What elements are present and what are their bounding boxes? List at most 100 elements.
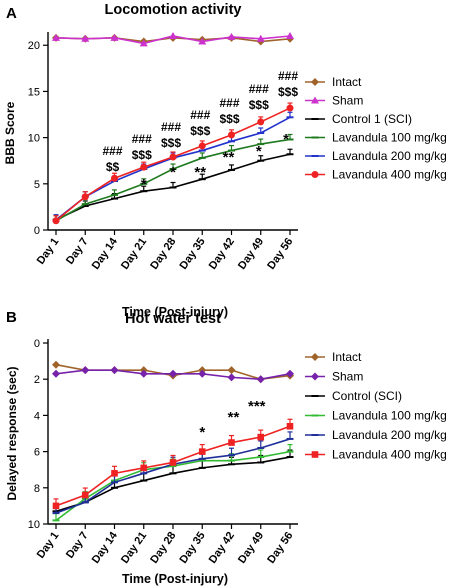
legend-label-lavandula-400-mg-kg: Lavandula 400 mg/kg	[332, 168, 447, 182]
x-tick-label-day-49: Day 49	[236, 236, 266, 272]
legend-entry-lavandula-200-mg-kg: Lavandula 200 mg/kg	[305, 428, 447, 442]
point-sham-day-28	[169, 32, 177, 39]
point-lavandula-400-mg-kg-day-21	[140, 163, 148, 171]
point-sham-day-42	[227, 32, 236, 40]
significance-day-56: *	[283, 131, 289, 148]
significance-day-42: **	[223, 149, 235, 166]
x-tick-label-day-1: Day 1	[35, 236, 62, 267]
point-sham-day-1	[52, 33, 60, 41]
x-tick-label-day-7: Day 7	[64, 236, 91, 267]
legend-entry-lavandula-100-mg-kg: Lavandula 100 mg/kg	[305, 409, 447, 423]
x-axis-label: Time (Post-injury)	[122, 572, 228, 586]
x-tick-label-day-28: Day 28	[148, 530, 178, 566]
legend-label-sham: Sham	[332, 94, 363, 108]
point-sham-day-21	[139, 39, 148, 47]
point-sham-day-21	[139, 369, 148, 378]
legend-swatch-marker-intact	[311, 353, 319, 361]
legend-label-lavandula-100-mg-kg: Lavandula 100 mg/kg	[332, 131, 447, 145]
legend-label-control-1-sci: Control 1 (SCI)	[332, 112, 412, 126]
annotation-day-49-0: ###	[249, 82, 269, 96]
legend-label-lavandula-200-mg-kg: Lavandula 200 mg/kg	[332, 428, 447, 442]
x-tick-label-day-35: Day 35	[178, 236, 208, 272]
annotation-day-28-1: $$$	[161, 136, 181, 150]
y-tick-label-8: 8	[34, 483, 40, 495]
x-tick-label-day-56: Day 56	[265, 530, 295, 566]
legend-swatch-marker-lavandula-400-mg-kg	[311, 171, 319, 178]
series-sham	[52, 32, 294, 47]
point-sham-day-42	[227, 373, 236, 382]
y-tick-label-20: 20	[28, 40, 40, 52]
point-lavandula-400-mg-kg-day-1	[52, 217, 60, 225]
y-tick-label-4: 4	[34, 410, 40, 422]
annotation-day-28-0: ###	[161, 120, 181, 134]
legend-swatch-marker-lavandula-400-mg-kg	[311, 451, 319, 458]
annotation-day-49-1: $$$	[249, 98, 269, 112]
point-sham-day-35	[198, 37, 207, 45]
legend-entry-control-1-sci: Control 1 (SCI)	[305, 112, 412, 126]
y-tick-label-0: 0	[34, 225, 40, 237]
point-lavandula-400-mg-kg-day-7	[81, 193, 89, 201]
legend-label-intact: Intact	[332, 75, 362, 89]
significance-day-49: *	[256, 143, 262, 160]
point-lavandula-400-mg-kg-day-42	[228, 439, 235, 446]
legend-entry-lavandula-200-mg-kg: Lavandula 200 mg/kg	[305, 149, 447, 163]
annotation-day-56-0: ###	[278, 69, 298, 83]
point-intact-day-42	[227, 366, 236, 375]
point-lavandula-400-mg-kg-day-14	[111, 470, 118, 477]
x-tick-label-day-42: Day 42	[207, 236, 237, 272]
point-lavandula-400-mg-kg-day-56	[286, 104, 294, 112]
y-tick-label-5: 5	[34, 179, 40, 191]
legend-label-lavandula-200-mg-kg: Lavandula 200 mg/kg	[332, 149, 447, 163]
panel-label-b: B	[6, 309, 17, 326]
point-lavandula-400-mg-kg-day-28	[169, 153, 177, 161]
x-tick-label-day-14: Day 14	[90, 529, 121, 566]
x-tick-label-day-35: Day 35	[178, 530, 208, 566]
significance-day-35: **	[194, 164, 206, 181]
x-tick-label-day-56: Day 56	[265, 236, 295, 272]
point-lavandula-400-mg-kg-day-7	[81, 491, 89, 499]
point-lavandula-400-mg-kg-day-35	[198, 448, 206, 455]
x-tick-label-day-14: Day 14	[90, 235, 121, 272]
point-sham-day-35	[198, 369, 207, 378]
annotation-day-21-1: $$$	[132, 148, 152, 162]
x-axis-label: Time (Post-injury)	[122, 305, 228, 319]
series-sham	[52, 366, 294, 384]
point-sham-day-49	[256, 34, 265, 42]
legend-entry-sham: Sham	[305, 94, 363, 108]
x-tick-label-day-1: Day 1	[35, 530, 62, 561]
point-sham-day-14	[110, 33, 119, 41]
point-lavandula-400-mg-kg-day-21	[140, 464, 148, 472]
y-tick-label-6: 6	[34, 447, 40, 459]
point-lavandula-400-mg-kg-day-49	[257, 433, 265, 441]
significance-day-42: **	[228, 409, 240, 426]
annotation-day-56-1: $$$	[278, 85, 298, 99]
legend-entry-lavandula-100-mg-kg: Lavandula 100 mg/kg	[305, 131, 447, 145]
x-tick-label-day-49: Day 49	[236, 530, 266, 566]
legend-swatch-marker-sham	[311, 96, 319, 104]
significance-day-49: ***	[248, 398, 266, 415]
series-line-lavandula-200-mg-kg	[55, 438, 291, 514]
legend-entry-sham: Sham	[305, 370, 363, 384]
y-tick-label-2: 2	[34, 374, 40, 386]
legend-swatch-marker-intact	[311, 78, 319, 86]
legend-label-intact: Intact	[332, 350, 362, 364]
point-lavandula-400-mg-kg-day-42	[228, 131, 235, 139]
point-lavandula-400-mg-kg-day-14	[111, 174, 118, 182]
point-sham-day-56	[286, 32, 294, 39]
point-sham-day-14	[110, 366, 119, 375]
legend-label-control-sci: Control (SCI)	[332, 389, 402, 403]
annotation-day-21-0: ###	[132, 132, 152, 146]
point-sham-day-28	[169, 369, 177, 378]
annotation-day-42-0: ###	[219, 96, 239, 110]
series-lavandula-400-mg-kg	[52, 418, 294, 510]
point-sham-day-56	[286, 369, 294, 378]
point-sham-day-7	[81, 366, 90, 375]
x-tick-label-day-28: Day 28	[148, 236, 178, 272]
chart-title: Hot water test	[125, 311, 221, 327]
legend-entry-lavandula-400-mg-kg: Lavandula 400 mg/kg	[305, 168, 447, 182]
point-lavandula-400-mg-kg-day-35	[198, 142, 206, 150]
x-tick-label-day-42: Day 42	[207, 530, 237, 566]
legend-label-sham: Sham	[332, 370, 363, 384]
